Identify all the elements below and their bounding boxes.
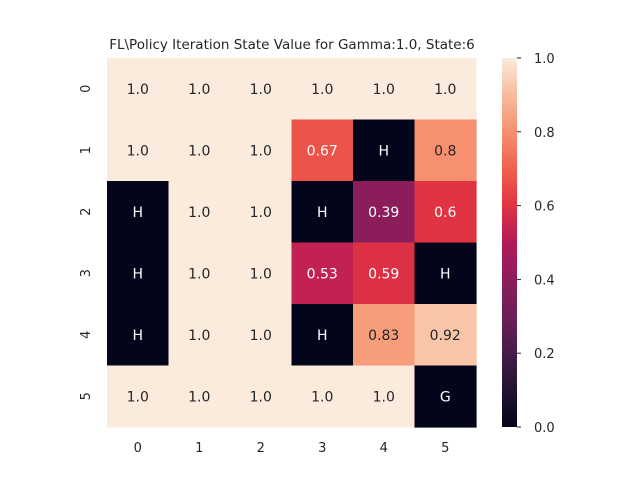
cell-label: 1.0 — [188, 389, 210, 405]
cell-label: H — [378, 143, 389, 159]
heatmap-cell — [414, 181, 477, 244]
colorbar-tick-label: 0.8 — [534, 126, 555, 141]
colorbar-tick-label: 0.2 — [534, 347, 555, 362]
cell-label: 0.39 — [368, 205, 399, 221]
heatmap-cell — [291, 242, 354, 305]
heatmap-cell — [107, 365, 170, 428]
heatmap-cell — [107, 119, 170, 182]
y-axis: 0 1 2 3 4 5 — [79, 85, 94, 401]
heatmap-cell — [168, 119, 231, 182]
heatmap-cell — [291, 365, 354, 428]
cell-label: H — [132, 266, 143, 282]
heatmap-cell — [168, 58, 231, 121]
cell-label: 1.0 — [127, 143, 149, 159]
cell-label: 0.67 — [307, 143, 338, 159]
heatmap-cell — [107, 242, 170, 305]
cell-label: 1.0 — [373, 82, 395, 98]
cell-label: G — [440, 389, 451, 405]
cell-label: 1.0 — [311, 389, 333, 405]
heatmap-cell — [353, 58, 416, 121]
cell-label: 1.0 — [250, 328, 272, 344]
colorbar-tick-label: 0.0 — [534, 421, 555, 436]
chart-title: FL\Policy Iteration State Value for Gamm… — [109, 37, 475, 53]
cell-label: 1.0 — [373, 389, 395, 405]
cell-label: 1.0 — [188, 328, 210, 344]
heatmap-cell — [414, 119, 477, 182]
y-tick-label: 1 — [79, 146, 94, 154]
colorbar-tick-label: 0.6 — [534, 200, 555, 215]
heatmap-cell — [353, 119, 416, 182]
cell-label: 0.83 — [368, 328, 399, 344]
cell-label: 1.0 — [250, 389, 272, 405]
cell-label: H — [317, 205, 328, 221]
heatmap-cell — [168, 304, 231, 367]
heatmap-cell — [230, 365, 293, 428]
heatmap-cell — [291, 58, 354, 121]
cell-label: 1.0 — [188, 82, 210, 98]
cell-label: H — [132, 328, 143, 344]
heatmap-cell — [107, 304, 170, 367]
cell-label: 1.0 — [250, 266, 272, 282]
x-tick-label: 1 — [195, 441, 203, 456]
cell-label: H — [440, 266, 451, 282]
heatmap-cell — [230, 119, 293, 182]
cell-label: 1.0 — [311, 82, 333, 98]
x-tick-label: 5 — [441, 441, 449, 456]
cell-label: 1.0 — [250, 205, 272, 221]
x-tick-label: 4 — [380, 441, 388, 456]
y-tick-label: 0 — [79, 85, 94, 93]
x-tick-label: 2 — [257, 441, 265, 456]
cell-label: 0.92 — [430, 328, 461, 344]
heatmap-cell — [353, 365, 416, 428]
cell-label: 1.0 — [188, 143, 210, 159]
cell-label: 0.6 — [434, 205, 456, 221]
heatmap-cell — [291, 304, 354, 367]
x-tick-label: 0 — [134, 441, 142, 456]
heatmap-cell — [414, 58, 477, 121]
cell-label: 1.0 — [127, 82, 149, 98]
cell-label: 1.0 — [127, 389, 149, 405]
heatmap-cell — [230, 304, 293, 367]
heatmap-cell — [414, 242, 477, 305]
heatmap-cell — [107, 181, 170, 244]
x-axis: 0 1 2 3 4 5 — [134, 441, 450, 456]
colorbar-axis: 0.0 0.2 0.4 0.6 0.8 1.0 — [517, 52, 555, 436]
y-tick-label: 4 — [79, 331, 94, 339]
cell-label: 0.8 — [434, 143, 456, 159]
colorbar — [502, 58, 517, 427]
heatmap-cell — [353, 181, 416, 244]
cell-label: 1.0 — [434, 82, 456, 98]
cell-label: 0.53 — [307, 266, 338, 282]
heatmap-cell — [353, 304, 416, 367]
x-tick-label: 3 — [318, 441, 326, 456]
cell-label: 1.0 — [188, 266, 210, 282]
heatmap-cell — [230, 181, 293, 244]
heatmap-cell — [291, 181, 354, 244]
cell-label: H — [132, 205, 143, 221]
heatmap-cell — [168, 181, 231, 244]
cell-label: 1.0 — [250, 82, 272, 98]
y-tick-label: 5 — [79, 392, 94, 400]
heatmap-cells: 1.0 1.0 1.0 1.0 1.0 1.0 1.0 1.0 1.0 0.67 H 0.8 H 1.0 1… — [107, 58, 477, 428]
heatmap-cell — [230, 242, 293, 305]
heatmap-cell — [168, 365, 231, 428]
heatmap-cell — [414, 365, 477, 428]
heatmap-cell — [291, 119, 354, 182]
heatmap-cell — [414, 304, 477, 367]
heatmap-cell — [168, 242, 231, 305]
heatmap-cell — [353, 242, 416, 305]
cell-label: 1.0 — [250, 143, 272, 159]
heatmap-cell — [107, 58, 170, 121]
cell-label: 0.59 — [368, 266, 399, 282]
cell-label: H — [317, 328, 328, 344]
y-tick-label: 2 — [79, 208, 94, 216]
cell-label: 1.0 — [188, 205, 210, 221]
heatmap-cell — [230, 58, 293, 121]
y-tick-label: 3 — [79, 269, 94, 277]
colorbar-tick-label: 0.4 — [534, 273, 555, 288]
colorbar-tick-label: 1.0 — [534, 52, 555, 67]
